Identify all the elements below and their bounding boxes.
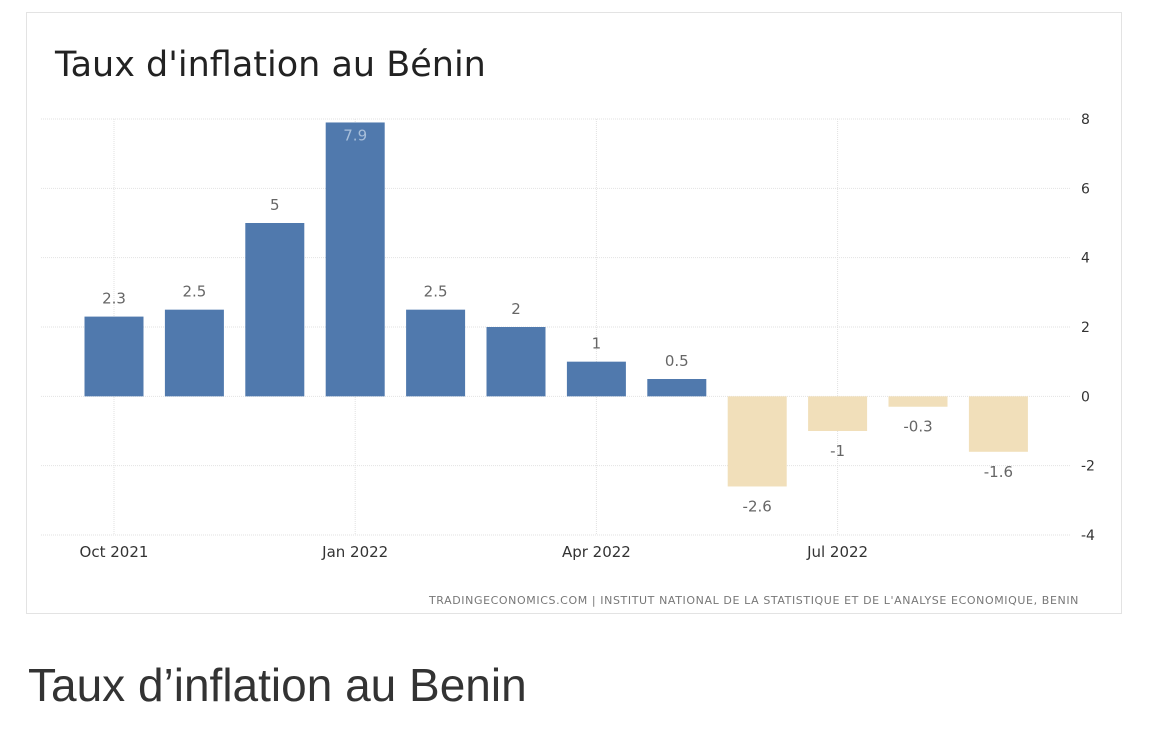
chart-card: Taux d'inflation au Bénin 2.3 2.5 5 7.9 2.5 2… [26,12,1122,614]
y-tick-label: 6 [1081,181,1090,197]
data-label: -2.6 [743,497,772,515]
data-label: -1 [830,442,845,460]
data-label: 2.5 [182,283,206,301]
bar [566,361,626,397]
bar [727,396,787,487]
bar [808,396,868,431]
x-tick-label: Apr 2022 [562,543,631,561]
y-tick-label: 8 [1081,112,1090,128]
data-label: 5 [270,196,280,214]
bar [968,396,1028,452]
data-label: 2.5 [424,283,448,301]
data-label: 0.5 [665,352,689,370]
x-tick-label: Jan 2022 [321,543,388,561]
data-label: -1.6 [984,463,1013,481]
bar [888,396,948,407]
bar [84,316,144,397]
y-tick-label: 4 [1081,251,1090,267]
y-tick-label: 2 [1081,320,1090,336]
data-label: 2 [511,300,521,318]
image-caption: Taux d’inflation au Benin [28,659,527,711]
y-tick-label: -2 [1081,459,1095,475]
bar [406,309,466,397]
bar [164,309,224,397]
data-label: -0.3 [903,418,932,436]
y-tick-label: -4 [1081,528,1095,544]
y-tick-label: 0 [1081,389,1090,405]
bar-chart: 2.3 2.5 5 7.9 2.5 2 1 0.5 -2.6 -1 -0.3 -1.6 8 6 4 2 0 -2 -… [41,112,1095,561]
chart-source: TRADINGECONOMICS.COM | INSTITUT NATIONAL… [428,594,1079,607]
bar [647,379,707,397]
bar [325,122,385,397]
x-tick-label: Jul 2022 [806,543,868,561]
data-label: 2.3 [102,290,126,308]
x-tick-label: Oct 2021 [80,543,149,561]
data-label: 1 [592,335,602,353]
data-label: 7.9 [343,126,367,144]
chart-title: Taux d'inflation au Bénin [55,45,486,85]
bar [486,327,546,397]
bar [245,223,305,397]
